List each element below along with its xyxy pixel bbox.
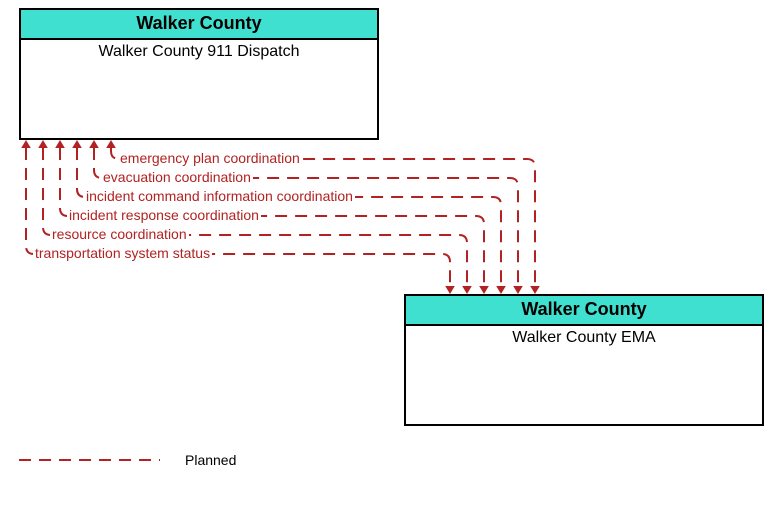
legend-label: Planned	[185, 452, 236, 468]
node-ema: Walker County Walker County EMA	[404, 294, 764, 426]
flow-label-3: incident response coordination	[67, 207, 261, 223]
flow-label-0: emergency plan coordination	[118, 150, 302, 166]
node-dispatch-header: Walker County	[21, 10, 377, 40]
flow-label-2: incident command information coordinatio…	[84, 188, 355, 204]
node-ema-body: Walker County EMA	[406, 326, 762, 350]
node-dispatch: Walker County Walker County 911 Dispatch	[19, 8, 379, 140]
flow-label-4: resource coordination	[50, 226, 189, 242]
node-dispatch-body: Walker County 911 Dispatch	[21, 40, 377, 64]
node-ema-header: Walker County	[406, 296, 762, 326]
flow-label-1: evacuation coordination	[101, 169, 253, 185]
flow-label-5: transportation system status	[33, 245, 212, 261]
